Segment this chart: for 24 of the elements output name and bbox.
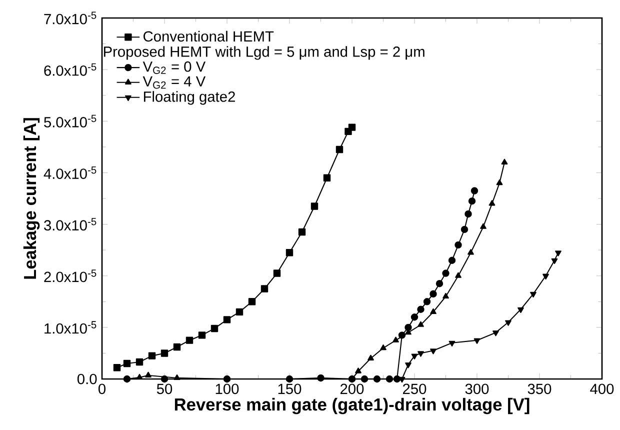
x-tick-label: 250 <box>403 384 426 394</box>
legend-label: Conventional HEMT <box>144 30 274 42</box>
y-tick-label: 5.0x10$^{-5}$ <box>44 114 96 128</box>
legend-label: Floating gate2 <box>144 91 235 105</box>
y-axis-title: Leakage current [A] <box>23 118 40 279</box>
y-tick-label: 1.0x10$^{-5}$ <box>44 321 96 334</box>
x-tick-label: 150 <box>278 384 302 394</box>
legend-title: Proposed HEMT with Lgd = 5 μm and Lsp = 2 μm <box>104 46 424 60</box>
x-tick-label: 200 <box>340 384 364 394</box>
x-tick-label: 100 <box>216 384 239 394</box>
x-tick-label: 400 <box>590 384 614 394</box>
x-axis-title: Reverse main gate (gate1)-drain voltage [V] <box>174 398 530 414</box>
x-tick-label: 300 <box>465 384 489 394</box>
y-tick-label: 4.0x10$^{-5}$ <box>44 166 96 179</box>
y-tick-label: 6.0x10$^{-5}$ <box>44 63 96 76</box>
legend-label: V$_{G2}$ = 4 V <box>142 76 206 89</box>
x-tick-label: 50 <box>156 384 172 394</box>
y-tick-label: 2.0x10$^{-5}$ <box>44 270 96 282</box>
y-tick-label: 7.0x10$^{-5}$ <box>44 12 96 24</box>
x-tick-label: 350 <box>528 384 552 394</box>
y-tick-label: 3.0x10$^{-5}$ <box>44 218 96 231</box>
y-tick-label: 0.0 <box>77 374 97 384</box>
x-tick-label: 0 <box>98 384 106 394</box>
legend-label: V$_{G2}$ = 0 V <box>142 61 206 74</box>
